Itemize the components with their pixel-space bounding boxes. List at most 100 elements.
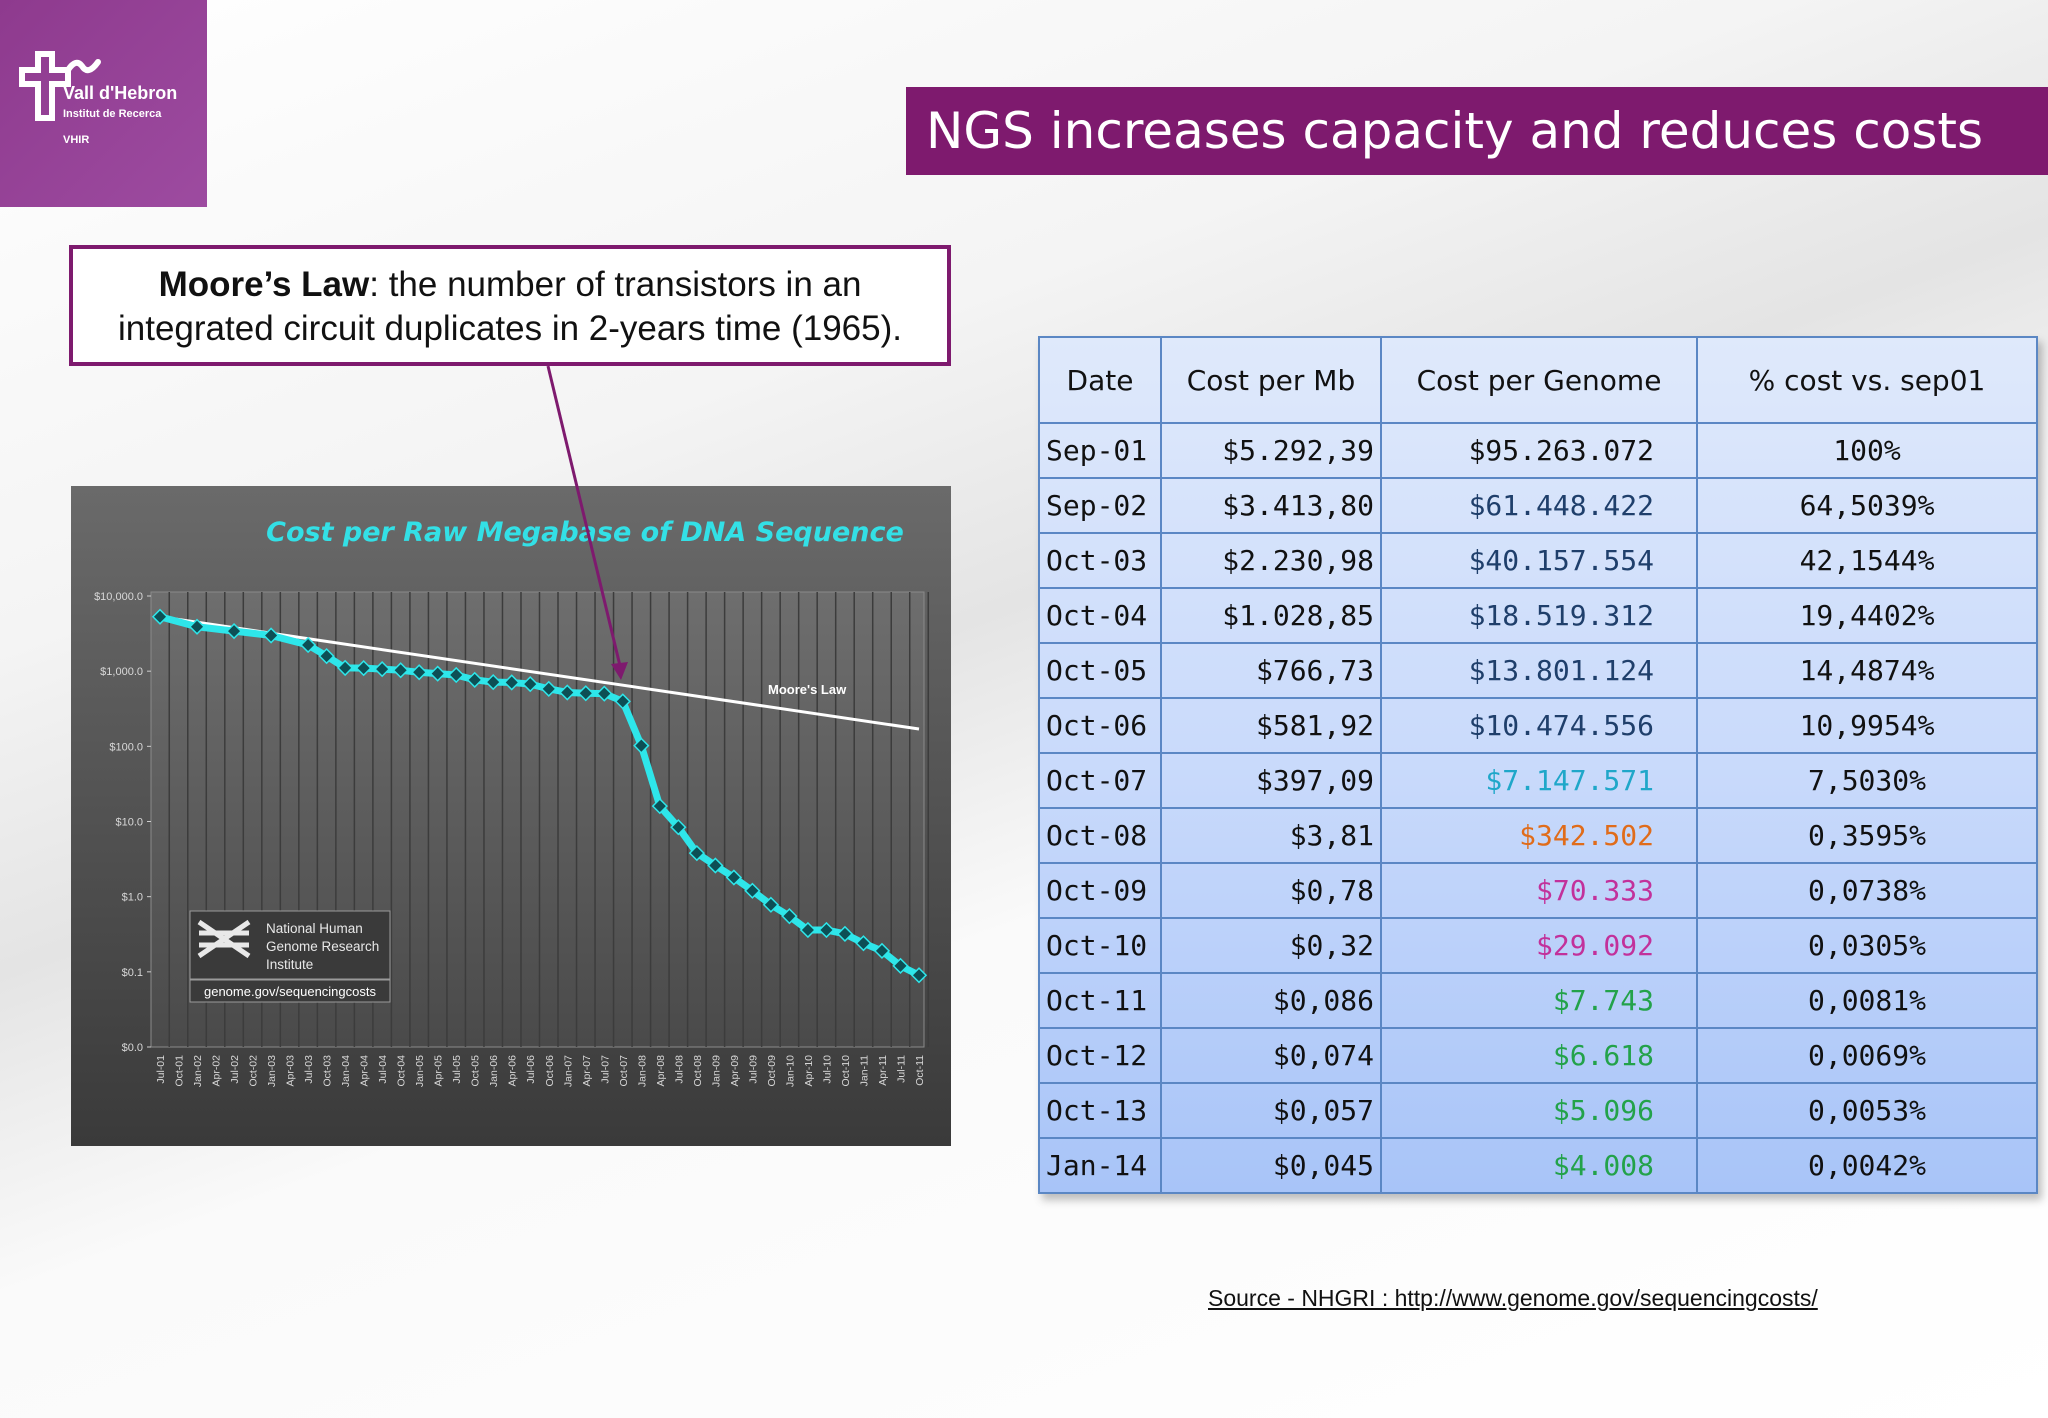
cell-cost-mb: $766,73 xyxy=(1160,642,1382,699)
data-point xyxy=(744,882,761,899)
table-header-row: Date Cost per Mb Cost per Genome % cost … xyxy=(1038,336,2038,424)
table-row: Oct-13 $0,057 $5.096 0,0053% xyxy=(1038,1082,2038,1139)
table-row: Sep-01 $5.292,39 $95.263.072 100% xyxy=(1038,422,2038,479)
data-point xyxy=(225,622,243,640)
cell-date: Oct-13 xyxy=(1038,1082,1162,1139)
table-row: Oct-03 $2.230,98 $40.157.554 42,1544% xyxy=(1038,532,2038,589)
data-point xyxy=(596,685,613,702)
cell-cost-genome: $95.263.072 xyxy=(1380,422,1698,479)
moores-law-label: Moore's Law xyxy=(768,682,847,697)
data-point xyxy=(892,957,909,975)
callout-text-2: integrated circuit duplicates in 2-years… xyxy=(118,309,902,348)
cell-cost-mb: $0,057 xyxy=(1160,1082,1382,1139)
source-link[interactable]: Source - NHGRI : http://www.genome.gov/s… xyxy=(1208,1285,1818,1311)
x-tick-label: Apr-10 xyxy=(803,1055,815,1087)
data-point xyxy=(318,647,335,665)
table-row: Oct-04 $1.028,85 $18.519.312 19,4402% xyxy=(1038,587,2038,644)
cell-pct: 14,4874% xyxy=(1696,642,2038,699)
data-point xyxy=(429,665,446,682)
x-tick-label: Jul-10 xyxy=(821,1055,833,1084)
cell-date: Oct-09 xyxy=(1038,862,1162,919)
table-row: Oct-08 $3,81 $342.502 0,3595% xyxy=(1038,807,2038,864)
data-point xyxy=(799,921,817,939)
cell-cost-genome: $70.333 xyxy=(1380,862,1698,919)
vhir-logo: Vall d'Hebron Institut de Recerca VHIR xyxy=(0,0,207,207)
y-tick-label: $0.0 xyxy=(122,1042,143,1054)
x-tick-label: Jul-11 xyxy=(895,1055,907,1083)
cell-pct: 64,5039% xyxy=(1696,477,2038,534)
header-cost-genome: Cost per Genome xyxy=(1380,336,1698,424)
table-row: Oct-06 $581,92 $10.474.556 10,9954% xyxy=(1038,697,2038,754)
data-point xyxy=(873,942,891,960)
x-tick-label: Jul-07 xyxy=(599,1055,611,1084)
data-point xyxy=(818,921,835,939)
cell-pct: 0,0081% xyxy=(1696,972,2038,1029)
x-tick-label: Oct-07 xyxy=(618,1055,630,1087)
x-tick-label: Oct-11 xyxy=(914,1055,926,1086)
data-point xyxy=(707,857,724,874)
callout-bold: Moore’s Law xyxy=(158,265,370,304)
callout-text-1: : the number of transistors in an xyxy=(369,265,862,304)
data-point xyxy=(651,798,668,815)
cell-date: Oct-07 xyxy=(1038,752,1162,809)
cell-date: Oct-10 xyxy=(1038,917,1162,974)
chart-title: Cost per Raw Megabase of DNA Sequence xyxy=(266,517,904,548)
data-point xyxy=(392,662,409,679)
x-tick-label: Jan-05 xyxy=(414,1055,426,1087)
cell-cost-mb: $3.413,80 xyxy=(1160,477,1382,534)
table-row: Oct-07 $397,09 $7.147.571 7,5030% xyxy=(1038,752,2038,809)
cell-cost-genome: $7.147.571 xyxy=(1380,752,1698,809)
cell-date: Oct-08 xyxy=(1038,807,1162,864)
data-point xyxy=(188,618,206,635)
cell-pct: 0,3595% xyxy=(1696,807,2038,864)
x-tick-label: Apr-05 xyxy=(433,1055,445,1087)
table-row: Oct-12 $0,074 $6.618 0,0069% xyxy=(1038,1027,2038,1084)
x-tick-label: Jul-03 xyxy=(303,1055,315,1084)
x-tick-label: Jan-02 xyxy=(192,1055,204,1087)
slide-title: NGS increases capacity and reduces costs xyxy=(906,87,2048,175)
data-point xyxy=(614,693,631,710)
data-point xyxy=(466,671,483,688)
cell-date: Oct-04 xyxy=(1038,587,1162,644)
data-point xyxy=(151,608,169,625)
nhgri-line-1: National Human xyxy=(266,921,363,936)
cell-cost-mb: $0,086 xyxy=(1160,972,1382,1029)
x-tick-label: Jan-09 xyxy=(710,1055,722,1087)
logo-acronym: VHIR xyxy=(63,134,90,146)
data-point xyxy=(522,675,539,693)
x-tick-label: Oct-09 xyxy=(766,1055,778,1087)
data-point xyxy=(670,819,687,836)
cell-date: Oct-05 xyxy=(1038,642,1162,699)
table-row: Oct-05 $766,73 $13.801.124 14,4874% xyxy=(1038,642,2038,699)
x-tick-label: Jul-01 xyxy=(155,1055,167,1084)
cell-cost-genome: $6.618 xyxy=(1380,1027,1698,1084)
data-point xyxy=(910,967,928,984)
cell-pct: 42,1544% xyxy=(1696,532,2038,589)
header-date: Date xyxy=(1038,336,1162,424)
data-point xyxy=(559,684,576,701)
y-tick-label: $10.0 xyxy=(115,817,143,829)
x-tick-label: Jan-08 xyxy=(636,1055,648,1087)
x-tick-label: Apr-09 xyxy=(729,1055,741,1087)
y-tick-label: $10,000.0 xyxy=(94,591,143,603)
cell-pct: 10,9954% xyxy=(1696,697,2038,754)
x-tick-label: Jul-06 xyxy=(525,1055,537,1084)
cell-cost-mb: $2.230,98 xyxy=(1160,532,1382,589)
x-tick-label: Jul-09 xyxy=(747,1055,759,1084)
x-tick-label: Apr-08 xyxy=(655,1055,667,1087)
data-point xyxy=(688,844,705,862)
x-tick-label: Apr-04 xyxy=(359,1055,371,1087)
cell-pct: 100% xyxy=(1696,422,2038,479)
y-tick-label: $100.0 xyxy=(109,741,143,753)
cross-logo-icon xyxy=(19,51,101,121)
cell-cost-genome: $18.519.312 xyxy=(1380,587,1698,644)
cell-cost-genome: $4.008 xyxy=(1380,1137,1698,1194)
data-point xyxy=(374,661,391,678)
x-tick-label: Jan-04 xyxy=(340,1055,352,1087)
cost-chart: Cost per Raw Megabase of DNA Sequence $10… xyxy=(71,486,951,1146)
x-tick-label: Apr-06 xyxy=(507,1055,519,1087)
data-point xyxy=(448,666,465,684)
logo-name: Vall d'Hebron xyxy=(63,83,178,103)
x-tick-label: Apr-03 xyxy=(285,1055,297,1087)
x-tick-label: Oct-01 xyxy=(174,1055,186,1087)
